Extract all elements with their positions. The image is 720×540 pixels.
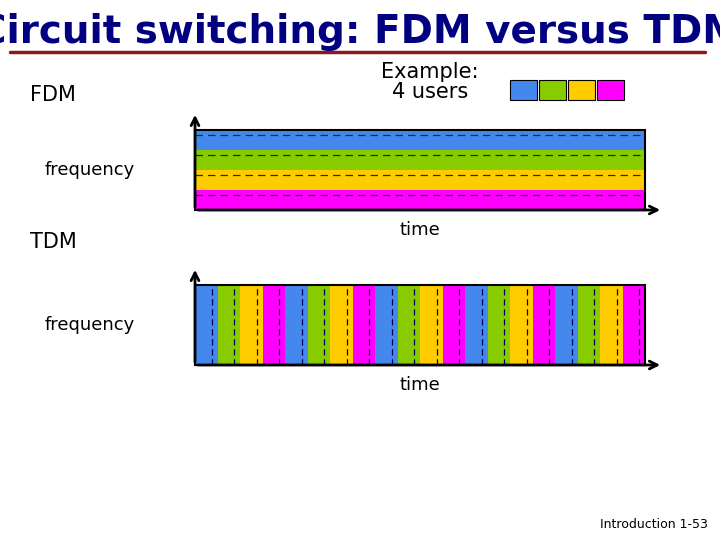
Bar [195,130,645,150]
Text: frequency: frequency [45,161,135,179]
Bar [375,285,397,365]
Bar [568,80,595,100]
Text: time: time [400,221,441,239]
Bar [330,285,353,365]
Text: time: time [400,376,441,394]
Bar [600,285,623,365]
Bar [195,130,645,210]
Bar [195,150,645,170]
Bar [533,285,555,365]
Text: TDM: TDM [30,232,77,252]
Bar [195,190,645,210]
Bar [510,285,533,365]
Bar [195,170,645,190]
Bar [263,285,285,365]
Text: 4 users: 4 users [392,82,468,102]
Bar [539,80,566,100]
Bar [307,285,330,365]
Bar [623,285,645,365]
Bar [397,285,420,365]
Bar [465,285,487,365]
Bar [510,80,537,100]
Bar [195,285,217,365]
Bar [487,285,510,365]
Bar [555,285,577,365]
Bar [240,285,263,365]
Text: FDM: FDM [30,85,76,105]
Text: frequency: frequency [45,316,135,334]
Bar [443,285,465,365]
Bar [597,80,624,100]
Text: Example:: Example: [382,62,479,82]
Text: Circuit switching: FDM versus TDM: Circuit switching: FDM versus TDM [0,13,720,51]
Bar [195,285,645,365]
Bar [353,285,375,365]
Bar [577,285,600,365]
Text: Introduction 1-53: Introduction 1-53 [600,518,708,531]
Bar [217,285,240,365]
Bar [285,285,307,365]
Bar [420,285,443,365]
